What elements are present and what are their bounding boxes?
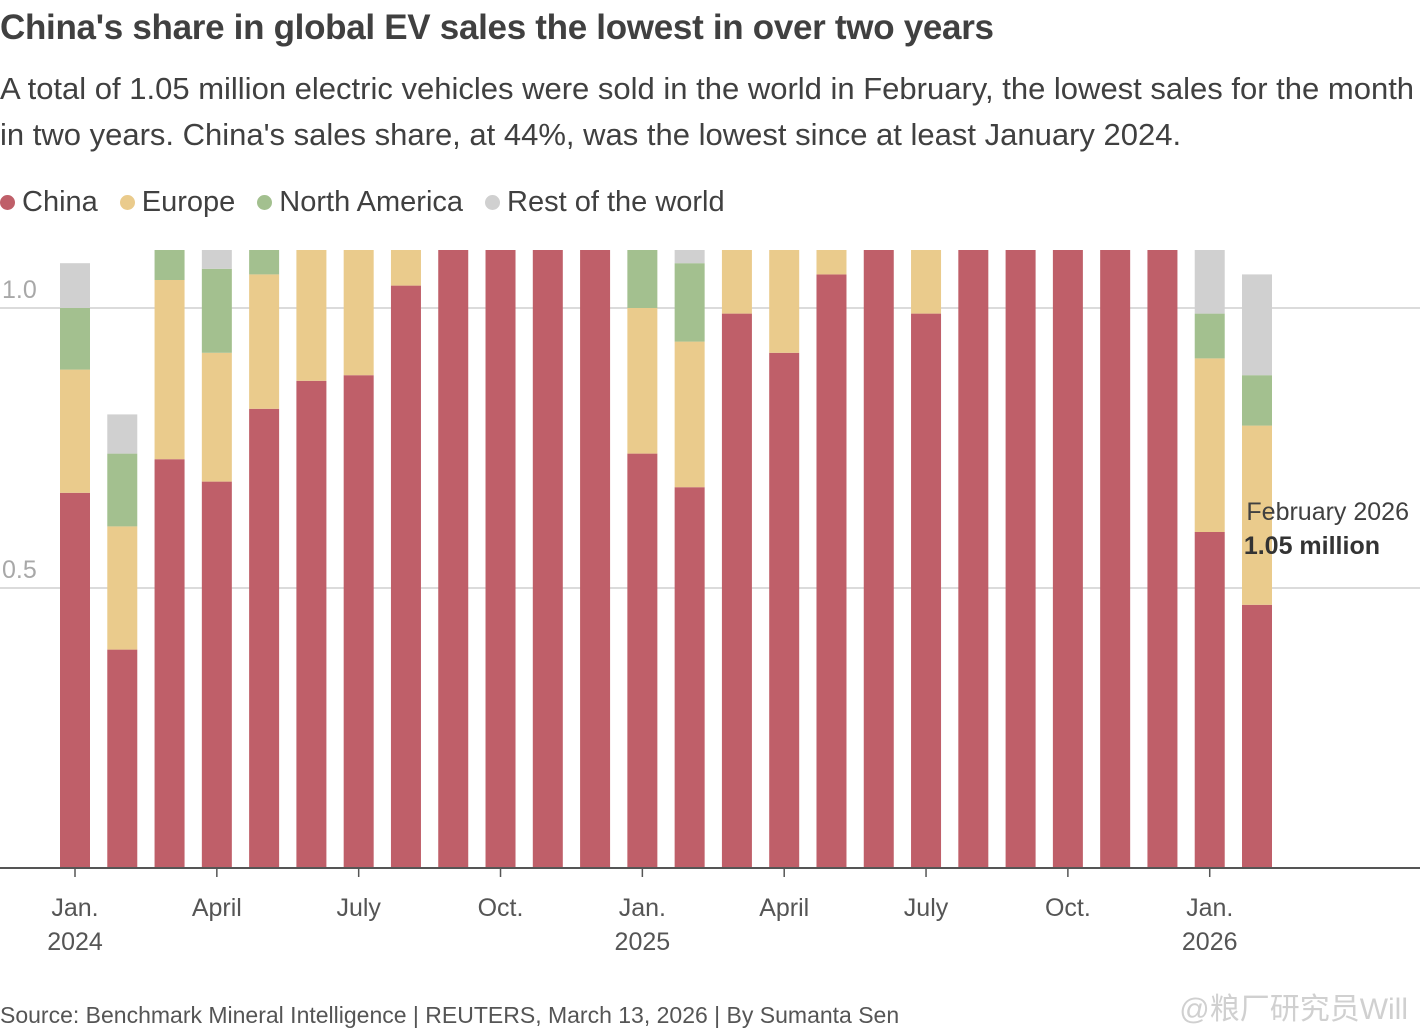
x-tick-label: April xyxy=(759,894,809,922)
bar-segment-europe xyxy=(816,250,847,275)
legend-item-rest-of-world: Rest of the world xyxy=(485,186,725,219)
bar-segment-china xyxy=(249,408,280,868)
bar-segment-rest-of-the-world xyxy=(1242,274,1272,376)
bar-segment-rest-of-the-world xyxy=(60,263,90,308)
x-tick-label: Jan. xyxy=(51,894,98,922)
bar-segment-rest-of-the-world xyxy=(201,250,232,269)
x-tick-label: Jan. xyxy=(619,894,666,922)
legend-item-north-america: North America xyxy=(257,186,463,219)
x-tick-label: Oct. xyxy=(478,894,524,922)
bar-segment-north-america xyxy=(249,250,280,275)
x-tick-label: July xyxy=(336,894,381,922)
bar-segment-rest-of-the-world xyxy=(1194,250,1225,314)
y-tick-label: 1.0 xyxy=(2,276,37,304)
legend-label-north-america: North America xyxy=(279,186,464,218)
bar-segment-north-america xyxy=(1194,313,1225,359)
bar-segment-china xyxy=(863,250,894,868)
bar-segment-china xyxy=(1100,250,1131,868)
bar-segment-europe xyxy=(343,250,374,376)
bar-segment-north-america xyxy=(1242,375,1272,426)
source-credit: Source: Benchmark Mineral Intelligence |… xyxy=(0,1002,900,1028)
x-tick-label: Oct. xyxy=(1045,894,1091,922)
bar-segment-north-america xyxy=(674,263,705,342)
bar-segment-rest-of-the-world xyxy=(674,250,705,264)
bar-segment-europe xyxy=(769,250,800,353)
bar-segment-north-america xyxy=(60,308,90,370)
bar-segment-china xyxy=(60,492,90,868)
legend: China Europe North America Rest of the w… xyxy=(0,186,747,219)
x-tick-year-label: 2025 xyxy=(615,928,671,956)
bar-segment-europe xyxy=(201,352,232,482)
bar-segment-china xyxy=(580,250,611,868)
annotation-date: February 2026 xyxy=(1246,498,1409,526)
bar-segment-europe xyxy=(627,308,658,454)
bar-segment-north-america xyxy=(627,250,658,308)
y-tick-label: 0.5 xyxy=(2,556,37,584)
chart-title: China's share in global EV sales the low… xyxy=(0,8,994,47)
bar-segment-europe xyxy=(721,250,752,314)
bar-segment-china xyxy=(627,453,658,868)
bar-segment-china xyxy=(154,459,185,868)
x-tick-label: Jan. xyxy=(1186,894,1233,922)
bar-segment-china xyxy=(1147,250,1178,869)
watermark: @粮厂研究员Will xyxy=(1179,993,1408,1026)
bar-segment-china xyxy=(343,375,374,868)
legend-swatch-europe xyxy=(119,195,135,210)
legend-swatch-rest-of-world xyxy=(485,195,501,210)
legend-item-china: China xyxy=(0,186,98,219)
legend-swatch-china xyxy=(0,195,15,210)
bar-segment-europe xyxy=(390,250,421,286)
bar-segment-china xyxy=(816,274,847,868)
bar-segment-north-america xyxy=(154,250,185,280)
bar-segment-china xyxy=(1052,250,1083,869)
legend-label-rest-of-world: Rest of the world xyxy=(507,186,725,218)
x-tick-year-label: 2024 xyxy=(47,928,103,956)
bar-segment-europe xyxy=(60,369,90,493)
bar-segment-europe xyxy=(674,341,705,488)
bar-segment-china xyxy=(911,313,942,869)
bar-segment-north-america xyxy=(107,453,138,527)
bar-segment-china xyxy=(296,380,327,868)
legend-swatch-north-america xyxy=(257,195,273,210)
bar-segment-china xyxy=(1005,250,1036,868)
bar-segment-europe xyxy=(107,526,138,650)
bar-segment-europe xyxy=(154,280,185,460)
bar-segment-china xyxy=(485,250,516,868)
bar-segment-europe xyxy=(249,274,280,409)
bar-segment-china xyxy=(769,352,800,868)
legend-label-china: China xyxy=(22,186,98,218)
bar-segment-europe xyxy=(296,250,327,381)
x-tick-label: July xyxy=(904,894,949,922)
bar-segment-china xyxy=(1194,532,1225,868)
x-tick-label: April xyxy=(192,894,242,922)
annotation-value: 1.05 million xyxy=(1244,532,1380,560)
x-tick-year-label: 2026 xyxy=(1182,928,1238,956)
legend-label-europe: Europe xyxy=(141,186,236,218)
bar-segment-china xyxy=(390,285,421,869)
bar-segment-china xyxy=(1242,604,1272,868)
bar-segment-china xyxy=(107,649,138,868)
bar-segment-europe xyxy=(1242,425,1272,605)
bar-segment-europe xyxy=(1194,358,1225,532)
bar-segment-rest-of-the-world xyxy=(107,414,138,454)
stacked-bar-chart: 0.51.01.52.0 millionJan.2024AprilJulyOct… xyxy=(0,250,1420,956)
legend-item-europe: Europe xyxy=(119,186,236,219)
bar-segment-china xyxy=(958,250,989,869)
bar-segment-china xyxy=(438,250,469,869)
bar-segment-china xyxy=(201,481,232,868)
bar-segment-china xyxy=(532,250,563,868)
chart-subtitle: A total of 1.05 million electric vehicle… xyxy=(0,71,1415,152)
bar-segment-europe xyxy=(911,250,942,314)
bar-segment-north-america xyxy=(201,268,232,353)
bar-segment-china xyxy=(674,487,705,868)
bar-segment-china xyxy=(721,313,752,869)
